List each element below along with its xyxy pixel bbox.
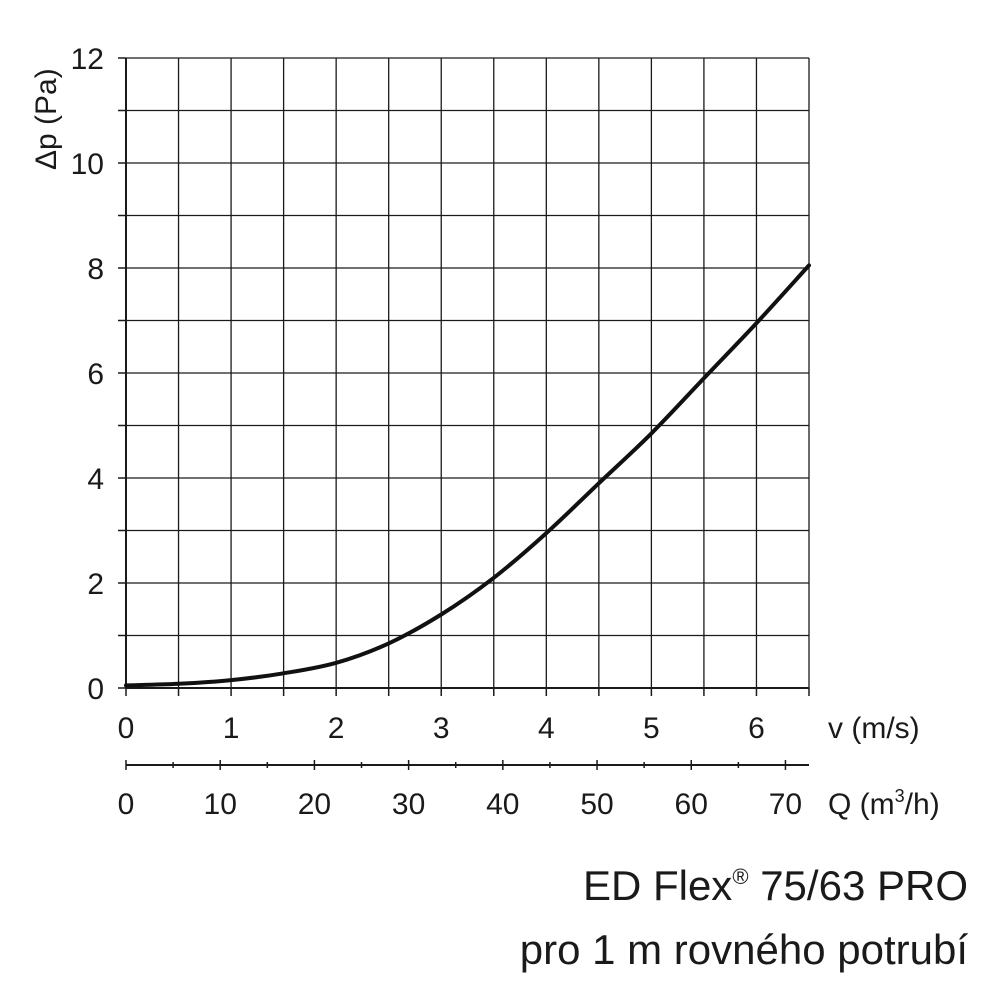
- grid: [125, 57, 810, 689]
- x-flow-tick-label: 0: [118, 788, 135, 821]
- chart-title: ED Flex® 75/63 PRO: [582, 862, 968, 909]
- x-flow-tick-label: 60: [675, 788, 708, 821]
- y-tick-label: 6: [87, 358, 104, 391]
- registered-mark: ®: [732, 864, 749, 889]
- y-tick-label: 8: [87, 253, 104, 286]
- x-flow-tick-label: 50: [580, 788, 613, 821]
- x-velocity-tick-label: 5: [643, 712, 660, 745]
- x-axis-velocity-label: v (m/s): [828, 712, 920, 745]
- y-tick-label: 10: [71, 148, 104, 181]
- series-line: [124, 263, 811, 688]
- y-axis-label: Δp (Pa): [30, 68, 63, 170]
- chart-subtitle: pro 1 m rovného potrubí: [519, 926, 968, 973]
- x-flow-tick-label: 70: [769, 788, 802, 821]
- x-axis-velocity: 0 1 2 3 4 5 6: [118, 687, 810, 745]
- y-tick-label: 4: [87, 463, 104, 496]
- x-velocity-tick-label: 3: [433, 712, 450, 745]
- x-velocity-tick-label: 0: [118, 712, 135, 745]
- x-axis-flow: 0 10 20 30 40 50 60 70: [118, 760, 809, 821]
- x-flow-tick-label: 40: [486, 788, 519, 821]
- x-velocity-tick-label: 2: [328, 712, 345, 745]
- x-flow-tick-label: 20: [298, 788, 331, 821]
- x-flow-tick-label: 30: [392, 788, 425, 821]
- y-tick-label: 2: [87, 568, 104, 601]
- y-tick-label: 12: [71, 43, 104, 76]
- x-velocity-tick-label: 6: [748, 712, 765, 745]
- y-axis: 0 2 4 6 8 10 12: [71, 43, 127, 706]
- x-axis-flow-label: Q (m3/h): [828, 786, 940, 821]
- x-flow-tick-label: 10: [204, 788, 237, 821]
- x-velocity-tick-label: 1: [223, 712, 240, 745]
- y-tick-label: 0: [87, 673, 104, 706]
- x-velocity-tick-label: 4: [538, 712, 555, 745]
